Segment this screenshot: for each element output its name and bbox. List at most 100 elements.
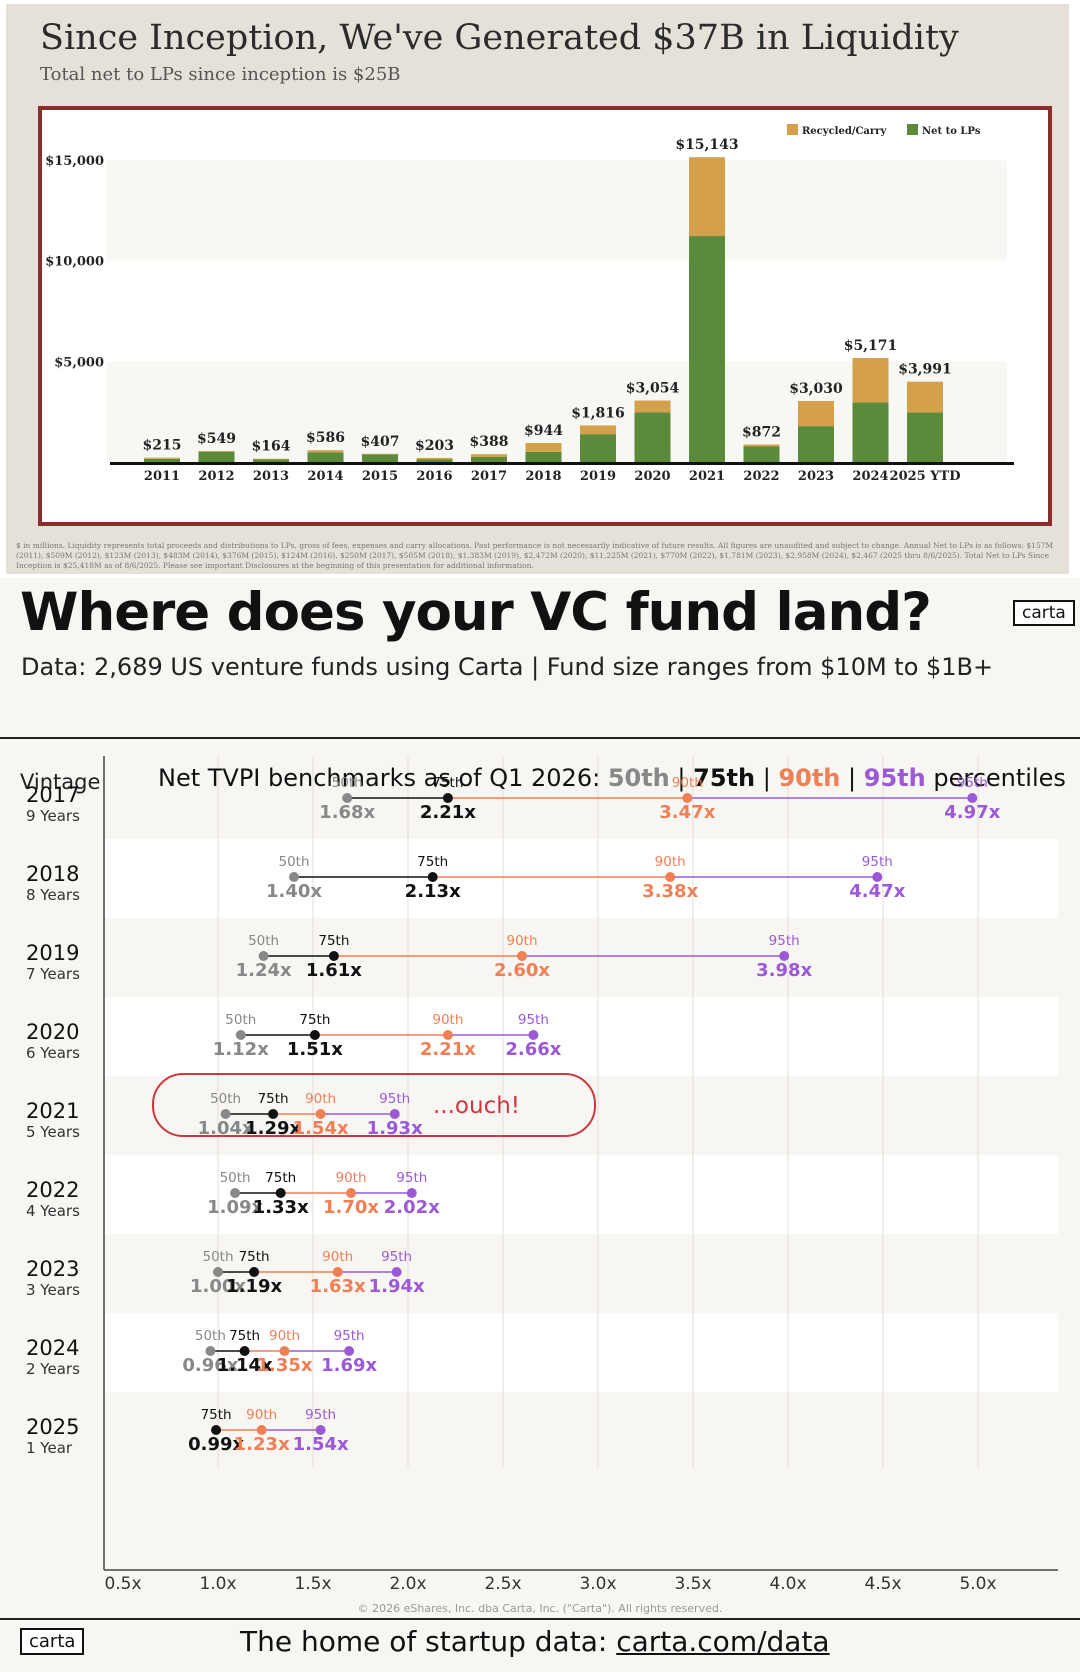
- x-tick-label: 5.0x: [959, 1574, 996, 1594]
- tvpi-value-label: 1.29x: [245, 1118, 301, 1139]
- percentile-dot: [665, 872, 676, 882]
- percentile-label: 95th: [305, 1407, 336, 1423]
- percentile-label: 50th: [220, 1170, 251, 1186]
- row-band: [104, 760, 1058, 839]
- chart-heading-part: |: [670, 764, 693, 792]
- legend-label: Recycled/Carry: [802, 126, 887, 137]
- percentile-label: 90th: [305, 1091, 336, 1107]
- percentile-label: 95th: [862, 854, 893, 870]
- tvpi-value-label: 3.47x: [659, 802, 715, 823]
- percentile-label: 90th: [672, 775, 703, 791]
- footer-link[interactable]: carta.com/data: [616, 1625, 830, 1658]
- bar-total-label: $872: [742, 424, 781, 440]
- tvpi-value-label: 2.13x: [405, 881, 461, 902]
- legend-swatch: [787, 124, 798, 135]
- bar-segment: [743, 446, 780, 462]
- tvpi-value-label: 1.12x: [213, 1039, 269, 1060]
- tvpi-value-label: 1.23x: [234, 1434, 290, 1455]
- bar-segment: [798, 426, 834, 462]
- ouch-label: ...ouch!: [433, 1093, 520, 1119]
- tvpi-value-label: 1.19x: [226, 1276, 282, 1297]
- tvpi-value-label: 1.54x: [293, 1118, 349, 1139]
- bar-total-label: $5,171: [844, 338, 898, 354]
- footer-text: The home of startup data: carta.com/data: [240, 1625, 830, 1658]
- bar-total-label: $407: [361, 434, 400, 450]
- percentile-dot: [406, 1188, 417, 1198]
- bar-segment: [852, 357, 889, 403]
- tvpi-value-label: 1.09x: [207, 1197, 263, 1218]
- grid-band: [107, 260, 1007, 362]
- bar-segment: [144, 457, 180, 459]
- bar-segment: [634, 412, 671, 462]
- x-tick-label: 2016: [416, 469, 452, 484]
- x-tick-label: 2022: [743, 469, 779, 484]
- percentile-dot: [279, 1346, 290, 1356]
- percentile-dot: [346, 1188, 356, 1198]
- percentile-dot: [779, 951, 790, 961]
- tvpi-value-label: 1.35x: [256, 1355, 312, 1376]
- percentile-dot: [391, 1267, 402, 1277]
- x-tick-label: 4.0x: [769, 1574, 806, 1594]
- percentile-dot: [517, 951, 527, 961]
- vintage-year: 2023: [26, 1257, 79, 1281]
- percentile-dot: [332, 1267, 343, 1277]
- percentile-dot: [205, 1346, 216, 1356]
- bar-segment: [634, 400, 671, 413]
- bar-segment: [525, 442, 562, 452]
- bar-total-label: $944: [524, 423, 563, 439]
- bar-segment: [852, 402, 889, 462]
- liquidity-panel: Since Inception, We've Generated $37B in…: [0, 0, 1080, 578]
- tvpi-value-label: 1.14x: [217, 1355, 273, 1376]
- percentile-label: 90th: [655, 854, 686, 870]
- percentile-label: 75th: [239, 1249, 270, 1265]
- x-axis-line: [110, 462, 1014, 465]
- percentile-dot: [268, 1109, 279, 1119]
- liquidity-chart-box: $5,000 $10,000 $15,000 $215 2011 $549 2012 $164…: [38, 106, 1052, 526]
- bar-total-label: $3,054: [626, 381, 680, 397]
- percentile-dot: [256, 1425, 267, 1435]
- x-tick-label: 2.0x: [389, 1574, 426, 1594]
- percentile-label: 90th: [432, 1012, 463, 1028]
- legend-label: Net to LPs: [922, 126, 981, 137]
- tvpi-value-label: 1.93x: [367, 1118, 423, 1139]
- tvpi-value-label: 3.38x: [642, 881, 698, 902]
- x-tick-label: 2018: [525, 469, 561, 484]
- bar-total-label: $3,991: [898, 362, 952, 378]
- percentile-label: 75th: [229, 1328, 260, 1344]
- bar-segment: [907, 381, 943, 413]
- row-band: [104, 1313, 1058, 1392]
- percentile-dot: [275, 1188, 286, 1198]
- x-tick-label: 2025 YTD: [890, 469, 961, 484]
- tvpi-value-label: 1.04x: [198, 1118, 254, 1139]
- percentile-label: 90th: [335, 1170, 366, 1186]
- bar-segment: [580, 425, 616, 435]
- tvpi-value-label: 1.33x: [253, 1197, 309, 1218]
- percentile-dot: [239, 1346, 250, 1356]
- row-band: [104, 1392, 1058, 1471]
- tvpi-value-label: 2.02x: [384, 1197, 440, 1218]
- x-tick-label: 3.0x: [579, 1574, 616, 1594]
- row-band: [104, 918, 1058, 997]
- percentile-dot: [249, 1267, 260, 1277]
- y-tick-label: $15,000: [45, 154, 104, 169]
- x-tick-label: 2017: [471, 469, 507, 484]
- bar-segment: [743, 444, 780, 447]
- vintage-age: 1 Year: [26, 1439, 73, 1457]
- x-tick-label: 3.5x: [674, 1574, 711, 1594]
- percentile-label: 95th: [381, 1249, 412, 1265]
- vintage-age: 9 Years: [26, 807, 80, 825]
- bar-segment: [362, 453, 398, 455]
- percentile-dot: [213, 1267, 223, 1277]
- liquidity-footnote: $ in millions. Liquidity represents tota…: [16, 541, 1054, 570]
- percentile-label: 50th: [225, 1012, 256, 1028]
- percentile-label: 90th: [246, 1407, 277, 1423]
- percentile-dot: [235, 1030, 246, 1040]
- bar-segment: [307, 450, 344, 453]
- bar-total-label: $388: [470, 434, 509, 450]
- chart-heading-part: 75th: [693, 764, 755, 792]
- x-tick-label: 4.5x: [864, 1574, 901, 1594]
- liquidity-bar-chart: $5,000 $10,000 $15,000 $215 2011 $549 2012 $164…: [45, 124, 1014, 484]
- percentile-dot: [442, 793, 453, 803]
- x-tick-label: 2012: [198, 469, 234, 484]
- vintage-age: 5 Years: [26, 1123, 80, 1141]
